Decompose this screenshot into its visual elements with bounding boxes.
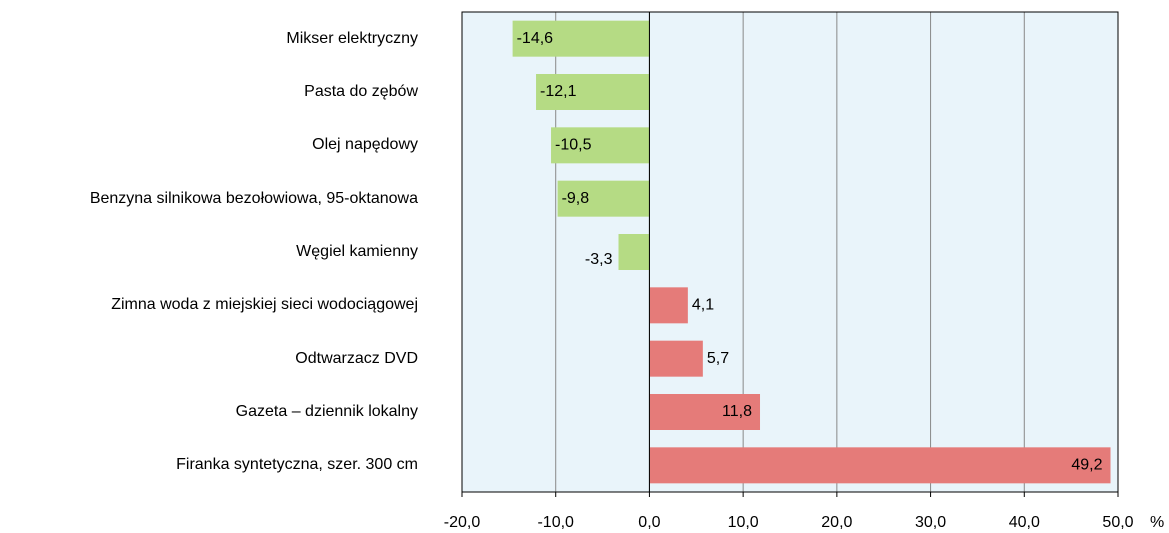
- bar: [512, 20, 650, 57]
- bar: [551, 127, 650, 164]
- y-tick-label: Gazeta – dziennik lokalny: [235, 403, 418, 420]
- y-tick-label: Firanka syntetyczna, szer. 300 cm: [176, 456, 418, 474]
- y-tick-label: Zimna woda z miejskiej sieci wodociągowe…: [111, 296, 418, 314]
- data-label: 11,8: [722, 403, 752, 420]
- y-tick-label: Węgiel kamienny: [296, 243, 418, 260]
- x-tick-label: 10,0: [728, 514, 759, 531]
- bar: [649, 394, 761, 430]
- bar: [649, 287, 688, 324]
- x-tick-label: -20,0: [444, 514, 481, 531]
- y-tick-label: Olej napędowy: [312, 136, 418, 154]
- y-tick-label: Odtwarzacz DVD: [295, 349, 418, 367]
- data-label: 4,1: [692, 297, 714, 314]
- data-label: -14,6: [517, 30, 554, 47]
- bar: [649, 340, 703, 377]
- y-tick-label: Pasta do zębów: [304, 83, 418, 100]
- bar: [536, 74, 650, 110]
- x-tick-label: 30,0: [915, 514, 946, 531]
- data-label: -12,1: [540, 83, 577, 100]
- x-tick-label: 40,0: [1009, 514, 1040, 531]
- plot-border: [461, 11, 1119, 493]
- y-tick-label: Benzyna silnikowa bezołowiowa, 95-oktano…: [89, 189, 418, 207]
- x-tick-label: 0,0: [638, 514, 660, 531]
- data-label: -3,3: [585, 251, 613, 268]
- x-tick-label: 20,0: [821, 514, 852, 531]
- x-tick-label: -10,0: [537, 514, 574, 531]
- data-label: 49,2: [1071, 457, 1102, 474]
- bar: [649, 447, 1111, 484]
- bar: [557, 180, 650, 217]
- data-label: -10,5: [555, 137, 592, 154]
- bar: [618, 234, 650, 270]
- data-label: -9,8: [562, 190, 590, 207]
- x-axis-label: %: [1150, 514, 1164, 531]
- y-tick-label: Mikser elektryczny: [286, 29, 418, 47]
- x-tick-label: 50,0: [1102, 514, 1133, 531]
- data-label: 5,7: [707, 350, 729, 367]
